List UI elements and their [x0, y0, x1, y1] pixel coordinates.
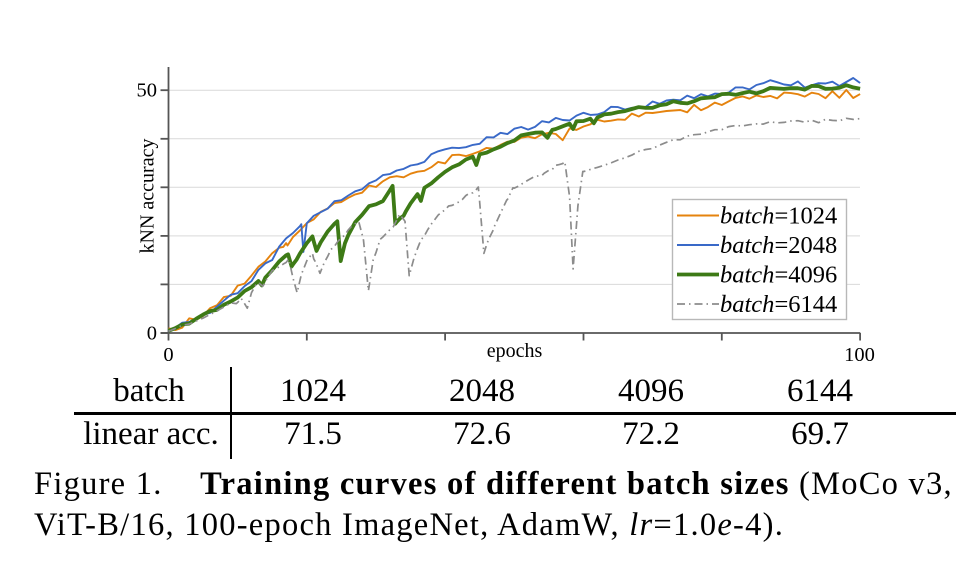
svg-text:0: 0: [163, 344, 173, 366]
svg-text:epochs: epochs: [487, 340, 543, 362]
svg-text:batch=6144: batch=6144: [720, 291, 837, 318]
svg-text:batch=4096: batch=4096: [720, 262, 837, 289]
svg-text:0: 0: [147, 323, 157, 345]
svg-text:100: 100: [844, 344, 875, 366]
svg-text:batch=1024: batch=1024: [720, 203, 837, 230]
svg-text:kNN accuracy: kNN accuracy: [137, 139, 159, 254]
svg-text:batch=2048: batch=2048: [720, 232, 837, 259]
svg-text:50: 50: [137, 80, 158, 102]
